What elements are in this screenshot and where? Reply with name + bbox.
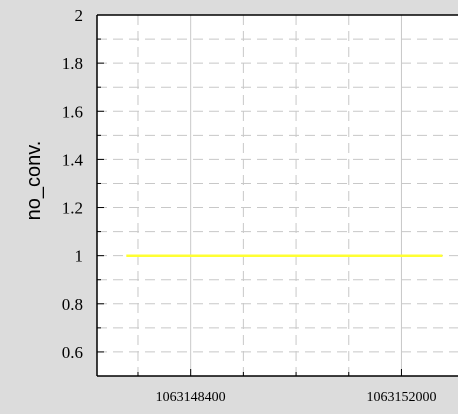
x-tick-label: 1063152000	[366, 390, 436, 405]
axis-layer	[96, 14, 458, 377]
y-tick-label: 1.2	[62, 199, 83, 218]
y-axis-label: no_conv.	[23, 141, 45, 221]
y-tick-label: 1.6	[62, 102, 83, 121]
y-tick-label: 1.8	[62, 54, 83, 73]
plot-area	[97, 15, 458, 376]
y-tick-label: 1.4	[62, 150, 84, 169]
y-tick-label: 2	[75, 6, 84, 25]
y-tick-label: 0.6	[62, 343, 83, 362]
y-tick-labels: 0.6 0.8 1 1.2 1.4 1.6 1.8 2	[62, 6, 84, 362]
x-tick-label: 1063148400	[156, 390, 226, 405]
y-tick-label: 0.8	[62, 295, 83, 314]
y-tick-label: 1	[75, 247, 84, 266]
x-tick-labels: 1063148400 1063152000	[156, 390, 437, 405]
